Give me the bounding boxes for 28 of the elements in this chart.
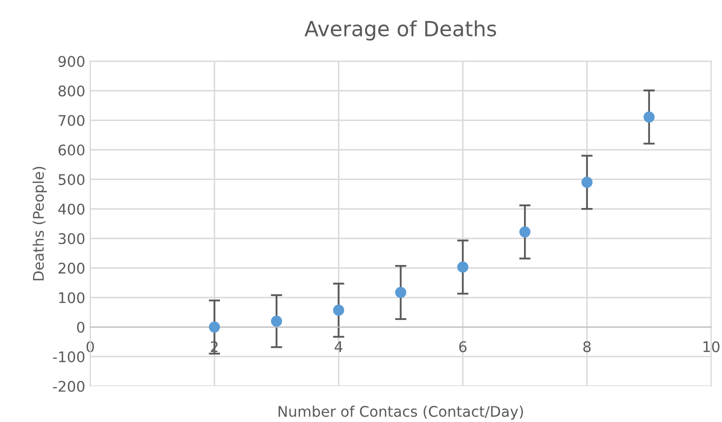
point xyxy=(519,226,530,238)
x-axis-title: Number of Contacs (Contact/Day) xyxy=(278,406,523,420)
y-tick-label: -200 xyxy=(53,380,84,392)
y-tick-label: 200 xyxy=(58,262,84,274)
x-tick-label: 0 xyxy=(86,341,94,352)
y-tick-label: 300 xyxy=(58,233,84,244)
y-tick-label: 700 xyxy=(58,114,84,126)
point xyxy=(208,321,220,333)
y-tick-label: -100 xyxy=(53,351,84,362)
y-tick-label: 600 xyxy=(58,144,84,156)
x-tick-label: 4 xyxy=(334,341,342,352)
y-tick-label: 500 xyxy=(58,174,84,186)
y-tick-label: 0 xyxy=(77,322,84,333)
point xyxy=(457,262,468,273)
point xyxy=(333,304,344,316)
x-tick-label: 6 xyxy=(459,341,467,352)
y-tick-label: 800 xyxy=(58,85,84,96)
y-axis-title: Deaths (People) xyxy=(32,166,47,280)
point xyxy=(644,111,655,123)
point xyxy=(581,176,593,188)
chart-title: Average of Deaths xyxy=(304,20,496,41)
x-tick-label: 8 xyxy=(583,341,591,352)
y-tick-label: 900 xyxy=(58,56,84,67)
point xyxy=(270,316,282,327)
y-tick-label: 400 xyxy=(58,204,84,215)
y-tick-label: 100 xyxy=(59,292,84,304)
x-tick-label: 10 xyxy=(703,341,720,352)
point xyxy=(395,286,406,298)
